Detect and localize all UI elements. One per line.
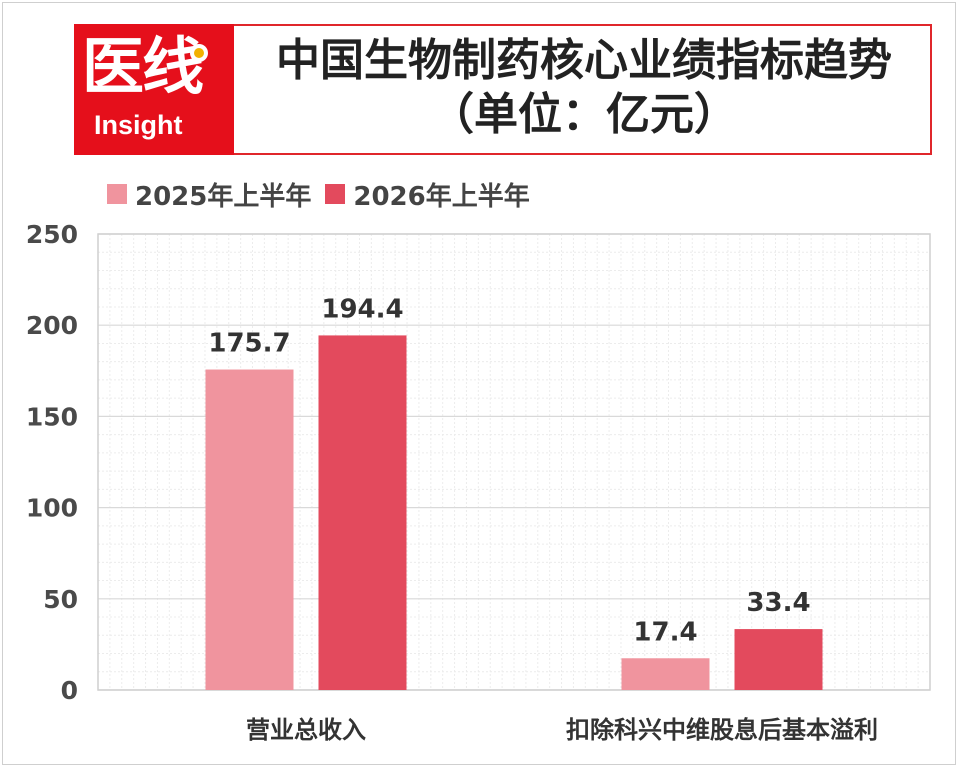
y-tick-label: 0 [61,676,78,705]
chart-legend: 2025年上半年 2026年上半年 [107,176,530,212]
y-tick-label: 250 [26,220,78,249]
plot-area-border [97,233,931,691]
logo-eye-icon [190,44,208,62]
y-tick-label: 150 [26,402,78,431]
chart-title-line2: （单位：亿元） [430,89,738,140]
y-tick-label: 50 [43,585,78,614]
legend-item-2025: 2025年上半年 [107,176,311,213]
data-label: 175.7 [208,329,290,359]
category-label: 扣除科兴中维股息后基本溢利 [566,716,878,744]
data-label: 194.4 [321,294,403,324]
chart-header: 医线 Insight 中国生物制药核心业绩指标趋势 （单位：亿元） [74,24,932,155]
bar-2025-0 [205,369,294,690]
chart-title-line1: 中国生物制药核心业绩指标趋势 [276,35,892,86]
legend-label-2026: 2026年上半年 [353,181,530,212]
legend-item-2026: 2026年上半年 [325,176,530,213]
bar-2026-0 [318,335,407,690]
bar-2026-1 [734,629,823,690]
bar-2025-1 [621,658,710,690]
data-label: 17.4 [633,617,697,647]
legend-swatch-2026 [325,184,346,204]
legend-swatch-2025 [107,184,127,204]
y-tick-label: 200 [26,311,78,340]
y-tick-label: 100 [26,494,78,523]
legend-label-2025: 2025年上半年 [135,181,312,212]
logo-chinese-text: 医线 [82,30,204,103]
brand-logo: 医线 Insight [74,24,234,155]
category-label: 营业总收入 [246,716,366,744]
data-label: 33.4 [746,588,810,618]
chart-title: 中国生物制药核心业绩指标趋势 （单位：亿元） [238,34,930,142]
logo-english-text: Insight [94,110,183,140]
